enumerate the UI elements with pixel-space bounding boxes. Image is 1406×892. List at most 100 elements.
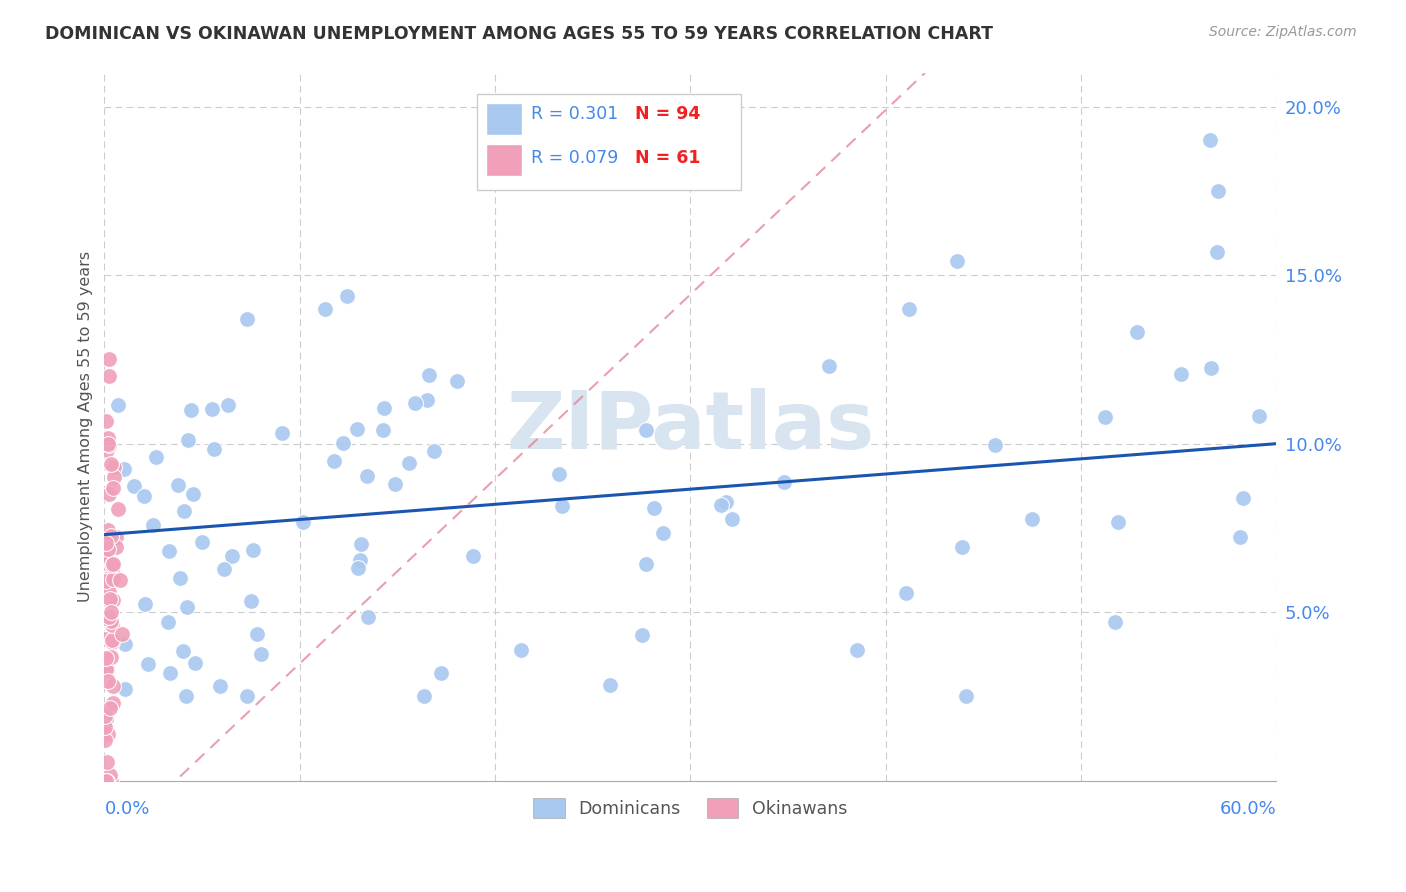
Okinawans	[98, 438, 121, 452]
Okinawans	[96, 650, 118, 665]
Okinawans	[94, 720, 117, 734]
Okinawans	[105, 541, 128, 555]
Dominicans	[945, 254, 967, 268]
Dominicans	[336, 289, 359, 303]
Okinawans	[94, 414, 117, 428]
Dominicans	[314, 301, 336, 316]
Dominicans	[373, 401, 395, 416]
Okinawans	[108, 573, 131, 587]
Dominicans	[142, 517, 165, 532]
Dominicans	[114, 637, 136, 651]
Dominicans	[384, 477, 406, 491]
Dominicans	[180, 403, 202, 417]
Dominicans	[416, 393, 439, 408]
Okinawans	[107, 502, 129, 516]
Dominicans	[894, 586, 917, 600]
Dominicans	[346, 422, 368, 436]
Bar	[486, 144, 522, 176]
Dominicans	[773, 475, 796, 489]
Text: ZIPatlas: ZIPatlas	[506, 388, 875, 466]
Dominicans	[112, 462, 135, 476]
Legend: Dominicans, Okinawans: Dominicans, Okinawans	[526, 791, 855, 825]
Dominicans	[291, 515, 314, 529]
Okinawans	[97, 558, 120, 572]
Okinawans	[103, 572, 125, 586]
Dominicans	[984, 438, 1007, 452]
Dominicans	[202, 442, 225, 456]
Okinawans	[97, 486, 120, 500]
Dominicans	[418, 368, 440, 383]
Okinawans	[97, 727, 120, 741]
Dominicans	[169, 571, 191, 585]
Okinawans	[94, 712, 117, 726]
Dominicans	[176, 599, 198, 614]
Okinawans	[103, 481, 125, 495]
Dominicans	[356, 468, 378, 483]
Okinawans	[101, 592, 124, 607]
Okinawans	[96, 662, 118, 676]
Okinawans	[101, 558, 124, 572]
Okinawans	[101, 633, 124, 648]
Dominicans	[236, 690, 259, 704]
Dominicans	[176, 433, 198, 447]
Dominicans	[246, 626, 269, 640]
Dominicans	[430, 665, 453, 680]
Dominicans	[551, 500, 574, 514]
Okinawans	[98, 592, 121, 607]
Okinawans	[98, 700, 121, 714]
Dominicans	[323, 453, 346, 467]
Dominicans	[134, 597, 156, 611]
Text: N = 94: N = 94	[636, 105, 700, 123]
Dominicans	[239, 594, 262, 608]
Dominicans	[1201, 361, 1223, 376]
Dominicans	[634, 423, 657, 437]
Dominicans	[817, 359, 839, 373]
Okinawans	[103, 696, 125, 710]
Okinawans	[96, 591, 118, 606]
Dominicans	[332, 436, 354, 450]
Text: 60.0%: 60.0%	[1220, 800, 1277, 819]
Okinawans	[97, 437, 120, 451]
Dominicans	[599, 678, 621, 692]
Dominicans	[548, 467, 571, 481]
Okinawans	[101, 618, 124, 632]
Dominicans	[1094, 410, 1116, 425]
Dominicans	[1170, 367, 1192, 381]
Dominicans	[156, 615, 179, 629]
Text: N = 61: N = 61	[636, 149, 700, 167]
Dominicans	[1107, 515, 1129, 529]
Dominicans	[846, 643, 869, 657]
Dominicans	[463, 549, 485, 563]
Dominicans	[721, 511, 744, 525]
Dominicans	[1229, 529, 1251, 543]
Okinawans	[96, 755, 118, 769]
Dominicans	[1206, 184, 1229, 198]
Okinawans	[98, 768, 121, 782]
Dominicans	[950, 541, 973, 555]
Okinawans	[97, 369, 120, 384]
Dominicans	[1199, 133, 1222, 147]
Dominicans	[1104, 615, 1126, 630]
Text: R = 0.079: R = 0.079	[531, 149, 619, 167]
Dominicans	[1021, 511, 1043, 525]
Dominicans	[172, 644, 194, 658]
Dominicans	[347, 561, 370, 575]
Dominicans	[107, 398, 129, 412]
Dominicans	[710, 498, 733, 512]
Dominicans	[714, 495, 737, 509]
Dominicans	[159, 665, 181, 680]
Text: R = 0.301: R = 0.301	[531, 105, 619, 123]
Okinawans	[103, 460, 125, 475]
Dominicans	[349, 553, 371, 567]
Okinawans	[101, 679, 124, 693]
Okinawans	[101, 635, 124, 649]
Okinawans	[94, 574, 117, 588]
Dominicans	[634, 557, 657, 571]
Text: DOMINICAN VS OKINAWAN UNEMPLOYMENT AMONG AGES 55 TO 59 YEARS CORRELATION CHART: DOMINICAN VS OKINAWAN UNEMPLOYMENT AMONG…	[45, 25, 993, 43]
Dominicans	[221, 549, 243, 564]
Dominicans	[271, 426, 294, 441]
Dominicans	[1125, 325, 1147, 339]
Dominicans	[183, 657, 205, 671]
Dominicans	[134, 489, 156, 503]
Okinawans	[98, 584, 121, 599]
